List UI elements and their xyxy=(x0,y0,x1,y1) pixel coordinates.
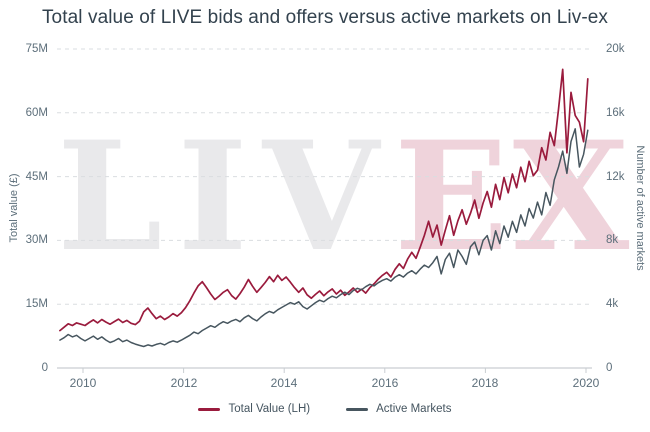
y-axis-left-tick-label: 15M xyxy=(25,298,48,310)
series-line-total-value-lh- xyxy=(59,68,589,332)
series-line-active-markets xyxy=(59,128,589,348)
y-axis-right-title: Number of active markets xyxy=(634,145,646,271)
legend-swatch-total-value xyxy=(198,407,221,411)
y-axis-right-tick-label: 8k xyxy=(606,234,619,246)
y-axis-left-tick-label: 75M xyxy=(25,43,48,55)
x-axis-tick-label: 2014 xyxy=(270,376,298,390)
y-axis-left-tick-label: 0 xyxy=(41,362,48,374)
legend-label-active-markets: Active Markets xyxy=(376,403,452,415)
legend-item-active-markets[interactable]: Active Markets xyxy=(346,403,452,415)
chart-legend: Total Value (LH) Active Markets xyxy=(0,403,650,415)
chart-title: Total value of LIVE bids and offers vers… xyxy=(41,7,609,28)
x-axis-tick-label: 2016 xyxy=(371,376,399,390)
x-axis-tick-label: 2018 xyxy=(471,376,499,390)
y-axis-right-tick-label: 16k xyxy=(606,107,625,119)
y-axis-right-tick-label: 0 xyxy=(606,362,613,374)
legend-swatch-active-markets xyxy=(346,407,369,411)
legend-label-total-value: Total Value (LH) xyxy=(228,403,311,415)
x-axis-tick-label: 2020 xyxy=(572,376,600,390)
y-axis-left-tick-label: 30M xyxy=(25,234,48,246)
x-axis-tick-label: 2010 xyxy=(69,376,97,390)
watermark-ex-text: EX xyxy=(394,109,634,285)
y-axis-right-tick-label: 4k xyxy=(606,298,619,310)
livex-watermark: LIV EX xyxy=(57,109,629,285)
watermark-liv-text: LIV xyxy=(57,109,395,285)
y-axis-left-tick-label: 45M xyxy=(25,171,48,183)
x-axis-tick-label: 2012 xyxy=(170,376,198,390)
y-axis-right-tick-label: 20k xyxy=(606,43,625,55)
y-axis-left-tick-label: 60M xyxy=(25,107,48,119)
legend-item-total-value[interactable]: Total Value (LH) xyxy=(198,403,310,415)
y-axis-right-tick-label: 12k xyxy=(606,171,625,183)
